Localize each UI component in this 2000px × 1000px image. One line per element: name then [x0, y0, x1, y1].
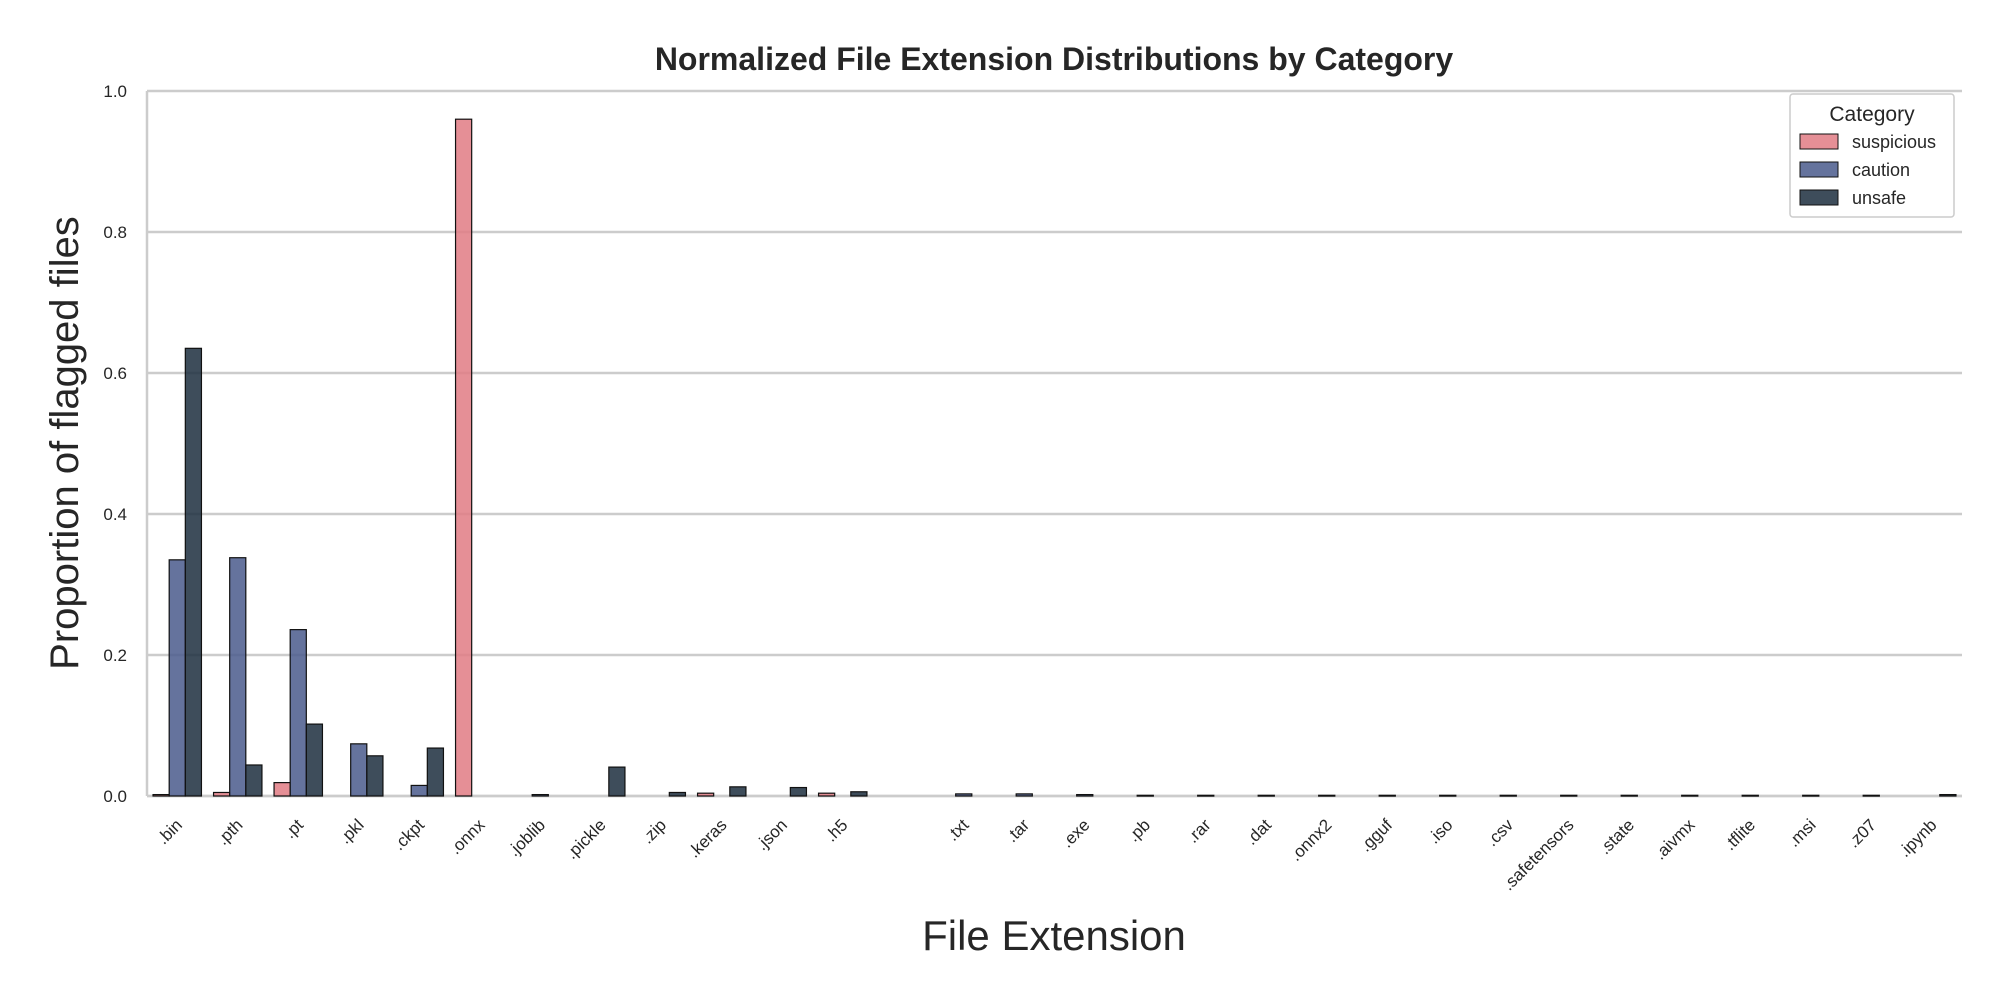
bar-suspicious: [212, 791, 231, 797]
bar-unsafe: [305, 723, 324, 797]
x-tick-label: .csv: [1482, 815, 1517, 850]
legend-swatch-caution: [1799, 161, 1839, 178]
bar-caution: [289, 629, 307, 797]
bar-caution: [350, 743, 368, 797]
bar-caution: [1257, 794, 1275, 797]
x-tick-label: .msi: [1784, 815, 1819, 850]
bar-caution: [1076, 793, 1094, 797]
bar-caution: [1197, 794, 1215, 797]
x-tick-label: .zip: [638, 815, 670, 847]
bar-caution: [1318, 794, 1336, 797]
x-tick-label: .keras: [684, 815, 730, 861]
bar-caution: [1136, 794, 1154, 797]
x-tick-label: .aivmx: [1650, 815, 1699, 864]
x-ticks: .bin .pth .pt .pkl .ckpt .onnx .joblib .pickle.…: [153, 815, 1940, 894]
x-tick-label: .pkl: [335, 815, 367, 847]
y-tick-label: 0.4: [103, 505, 127, 524]
bar-caution: [1439, 794, 1457, 797]
bar-unsafe: [1939, 793, 1957, 797]
legend-label: caution: [1852, 160, 1910, 180]
legend-title: Category: [1829, 103, 1915, 126]
bar-caution: [955, 793, 973, 797]
bar-caution: [531, 793, 549, 797]
bar-unsafe: [668, 791, 687, 797]
y-tick-label: 0.6: [103, 364, 127, 383]
bar-unsafe: [608, 766, 626, 797]
x-tick-label: .pth: [213, 815, 246, 848]
y-axis-label: Proportion of flagged files: [43, 216, 87, 670]
x-tick-label: .h5: [821, 815, 851, 845]
bar-caution: [1620, 794, 1638, 797]
legend-label: suspicious: [1852, 132, 1936, 152]
x-tick-label: .onnx: [446, 815, 489, 858]
bar-unsafe: [426, 747, 445, 797]
bar-suspicious: [152, 793, 170, 797]
bar-caution: [229, 557, 247, 797]
bar-caution: [1499, 794, 1517, 797]
bar-caution: [1378, 794, 1396, 797]
bar-caution: [1802, 794, 1820, 797]
bar-caution: [1862, 794, 1880, 797]
x-tick-label: .rar: [1183, 815, 1215, 847]
x-tick-label: .iso: [1424, 815, 1456, 847]
chart-title: Normalized File Extension Distributions …: [655, 41, 1454, 77]
x-tick-label: .pt: [280, 815, 307, 842]
bar-unsafe: [729, 786, 747, 797]
y-tick-label: 0.0: [103, 787, 127, 806]
x-tick-label: .onnx2: [1286, 815, 1336, 865]
x-tick-label: .dat: [1242, 815, 1276, 849]
legend-label: unsafe: [1852, 188, 1906, 208]
x-tick-label: .tar: [1002, 815, 1033, 846]
x-tick-label: .txt: [943, 815, 973, 845]
x-tick-label: .ipynb: [1895, 815, 1941, 861]
bar-caution: [410, 784, 428, 797]
x-tick-label: .pb: [1124, 815, 1154, 845]
y-ticks: 0.0 0.2 0.4 0.6 0.8 1.0: [103, 82, 127, 806]
legend: Category suspicious caution unsafe: [1789, 93, 1955, 218]
bar-suspicious: [273, 782, 291, 797]
legend-swatch-suspicious: [1799, 133, 1839, 150]
bar-suspicious: [454, 118, 473, 797]
gridlines: [145, 89, 1962, 798]
x-tick-label: .gguf: [1356, 815, 1396, 855]
x-tick-label: .tflite: [1720, 815, 1759, 854]
y-tick-label: 0.8: [103, 223, 127, 242]
x-tick-label: .json: [752, 815, 791, 854]
bar-caution: [1015, 793, 1033, 797]
y-tick-label: 1.0: [103, 82, 127, 101]
bar-caution: [1681, 794, 1699, 797]
x-tick-label: .exe: [1057, 815, 1093, 851]
bar-unsafe: [184, 347, 203, 797]
legend-swatch-unsafe: [1799, 189, 1839, 206]
bar-caution: [1741, 794, 1759, 797]
legend-box: [1789, 93, 1955, 218]
x-tick-label: .state: [1595, 815, 1638, 858]
bar-suspicious: [817, 792, 836, 797]
x-axis-label: File Extension: [922, 912, 1186, 959]
x-tick-label: .joblib: [504, 815, 549, 860]
bar-caution: [1560, 794, 1578, 797]
bar-unsafe: [245, 764, 263, 797]
bar-unsafe: [366, 755, 384, 797]
bars: [152, 118, 1957, 797]
x-tick-label: .bin: [153, 815, 186, 848]
x-tick-label: .z07: [1844, 815, 1880, 851]
x-tick-label: .pickle: [562, 815, 610, 863]
bar-unsafe: [789, 786, 808, 797]
bar-unsafe: [850, 791, 868, 797]
bar-caution: [168, 559, 186, 797]
bar-suspicious: [696, 792, 715, 797]
y-tick-label: 0.2: [103, 646, 127, 665]
x-tick-label: .ckpt: [389, 815, 428, 854]
